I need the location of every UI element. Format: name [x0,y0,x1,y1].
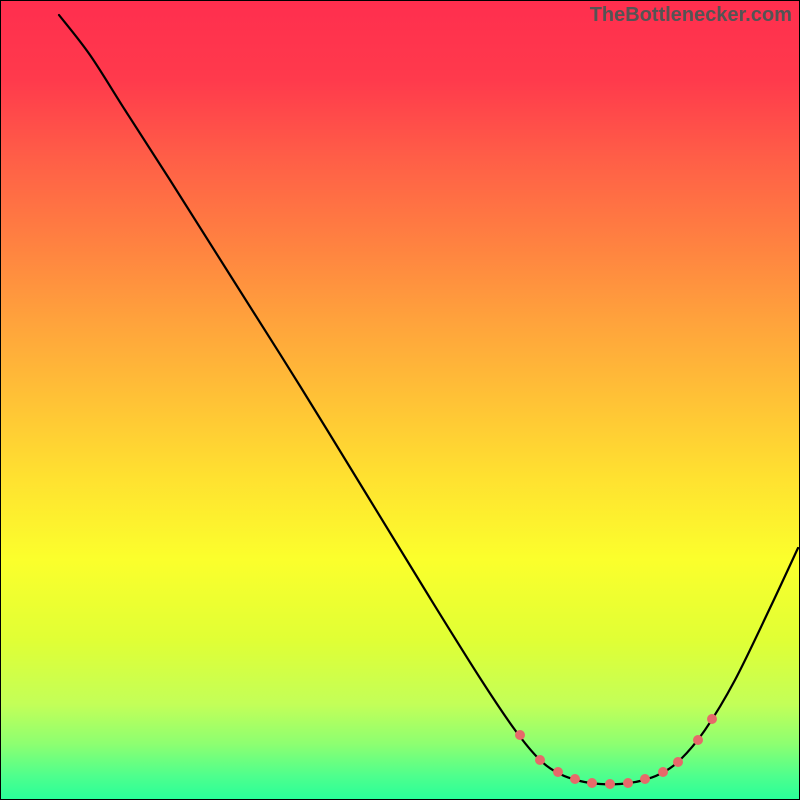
chart-background-gradient [0,0,800,800]
bottleneck-chart: TheBottlenecker.com [0,0,800,800]
watermark-text: TheBottlenecker.com [590,4,792,27]
